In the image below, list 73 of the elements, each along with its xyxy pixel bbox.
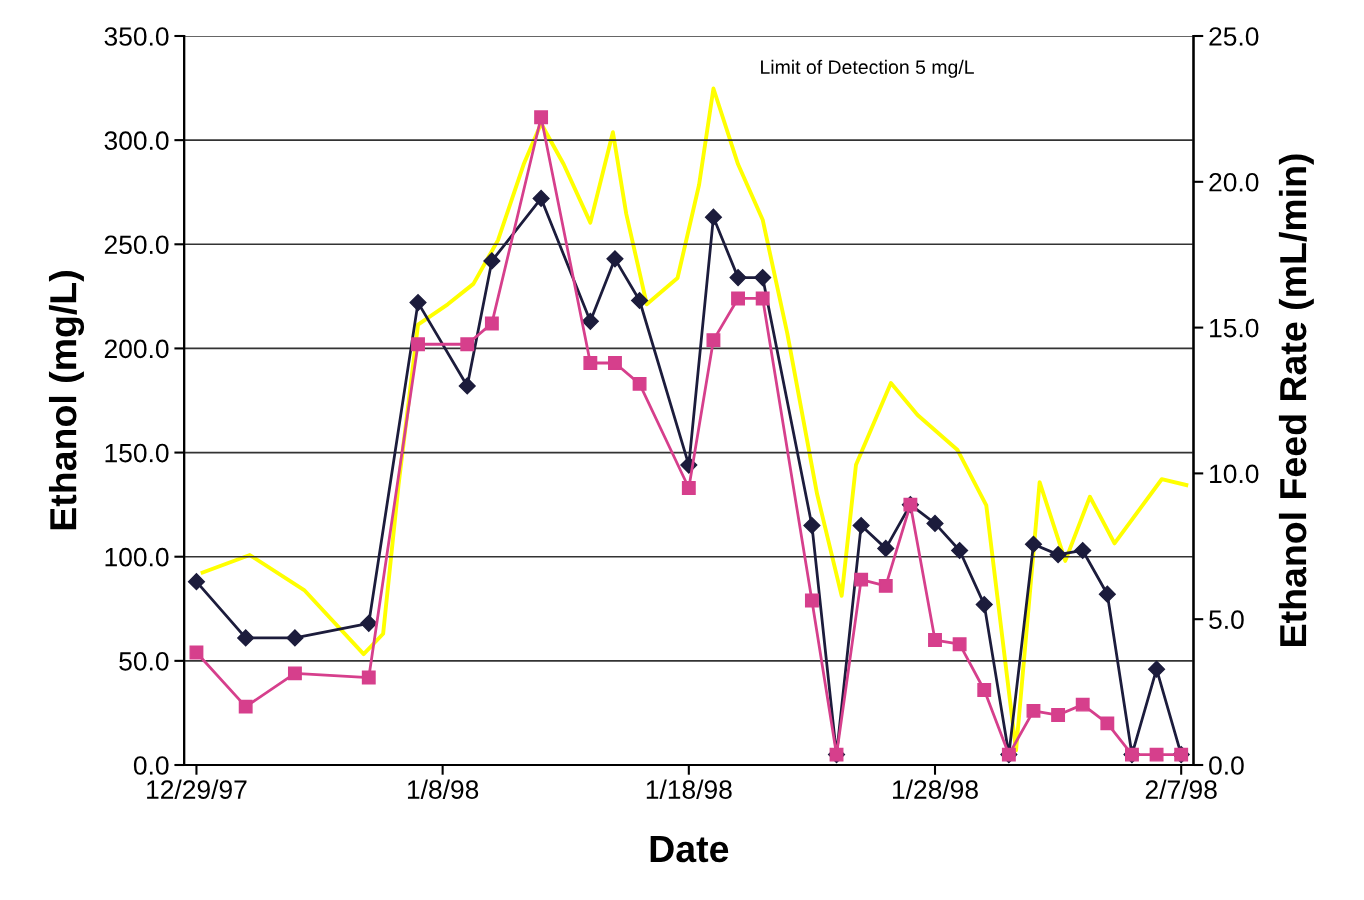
point (951, 541, 969, 560)
point (606, 250, 624, 268)
point (878, 578, 893, 593)
point (926, 514, 944, 532)
point (1100, 716, 1115, 731)
point (1149, 747, 1164, 762)
point (583, 356, 598, 370)
point (1075, 697, 1090, 712)
annotation: Limit of Detection 5 mg/L (761, 59, 974, 78)
point (238, 699, 253, 714)
point (852, 516, 870, 535)
point (731, 291, 746, 306)
point (287, 666, 302, 681)
point (409, 294, 427, 312)
point (755, 291, 770, 306)
y-tick-label: 150.0 (105, 443, 169, 463)
point (1024, 535, 1043, 553)
point (361, 670, 376, 685)
point (484, 316, 499, 331)
x-tick-label: 1/28/98 (893, 779, 978, 799)
point (1148, 660, 1166, 678)
y-tick-label: 50.0 (119, 651, 169, 671)
point (928, 633, 942, 647)
y2-tick-label: 0.0 (1209, 756, 1244, 775)
point (460, 337, 475, 352)
point (1074, 541, 1092, 560)
point (803, 516, 821, 535)
point (608, 356, 622, 370)
point (411, 337, 425, 352)
point (534, 110, 549, 125)
point (458, 377, 476, 395)
point (237, 629, 255, 647)
y2-tick-label: 25.0 (1209, 27, 1259, 46)
point (360, 614, 378, 632)
point (977, 683, 992, 697)
x-tick-label: 12/29/97 (147, 779, 247, 799)
point (854, 572, 869, 587)
point (1026, 703, 1041, 718)
y2-tick-label: 5.0 (1209, 610, 1244, 630)
x-tick-label: 1/8/98 (407, 779, 479, 799)
point (286, 629, 304, 647)
y-axis-title: Ethanol (mg/L) (48, 271, 85, 530)
y-tick-label: 250.0 (104, 235, 169, 255)
point (631, 291, 649, 310)
point (1049, 546, 1067, 564)
y-tick-label: 200.0 (104, 339, 169, 359)
y-tick-label: 350.0 (104, 27, 169, 46)
x-tick-label: 1/18/98 (646, 779, 732, 799)
point (1098, 585, 1116, 603)
point (877, 539, 895, 557)
y2-tick-label: 15.0 (1210, 318, 1259, 338)
point (975, 596, 993, 614)
point (704, 208, 722, 226)
point (729, 269, 747, 287)
y2-tick-label: 20.0 (1209, 172, 1259, 192)
point (532, 189, 550, 208)
point (952, 637, 967, 652)
y-tick-label: 100.0 (105, 547, 169, 567)
point (483, 252, 501, 270)
point (804, 593, 819, 608)
x-axis-title: Date (650, 836, 729, 863)
point (581, 312, 599, 330)
point (754, 269, 772, 287)
y-tick-label: 300.0 (104, 131, 169, 150)
point (1051, 708, 1066, 722)
y-tick-label: 0.0 (133, 756, 169, 775)
point (681, 481, 696, 495)
y2-tick-label: 10.0 (1210, 464, 1259, 484)
point (706, 333, 721, 348)
point (632, 376, 647, 391)
y2-axis-title: Ethanol Feed Rate (mL/min) (1278, 154, 1314, 646)
point (187, 573, 206, 591)
x-tick-label: 2/7/98 (1145, 779, 1217, 799)
